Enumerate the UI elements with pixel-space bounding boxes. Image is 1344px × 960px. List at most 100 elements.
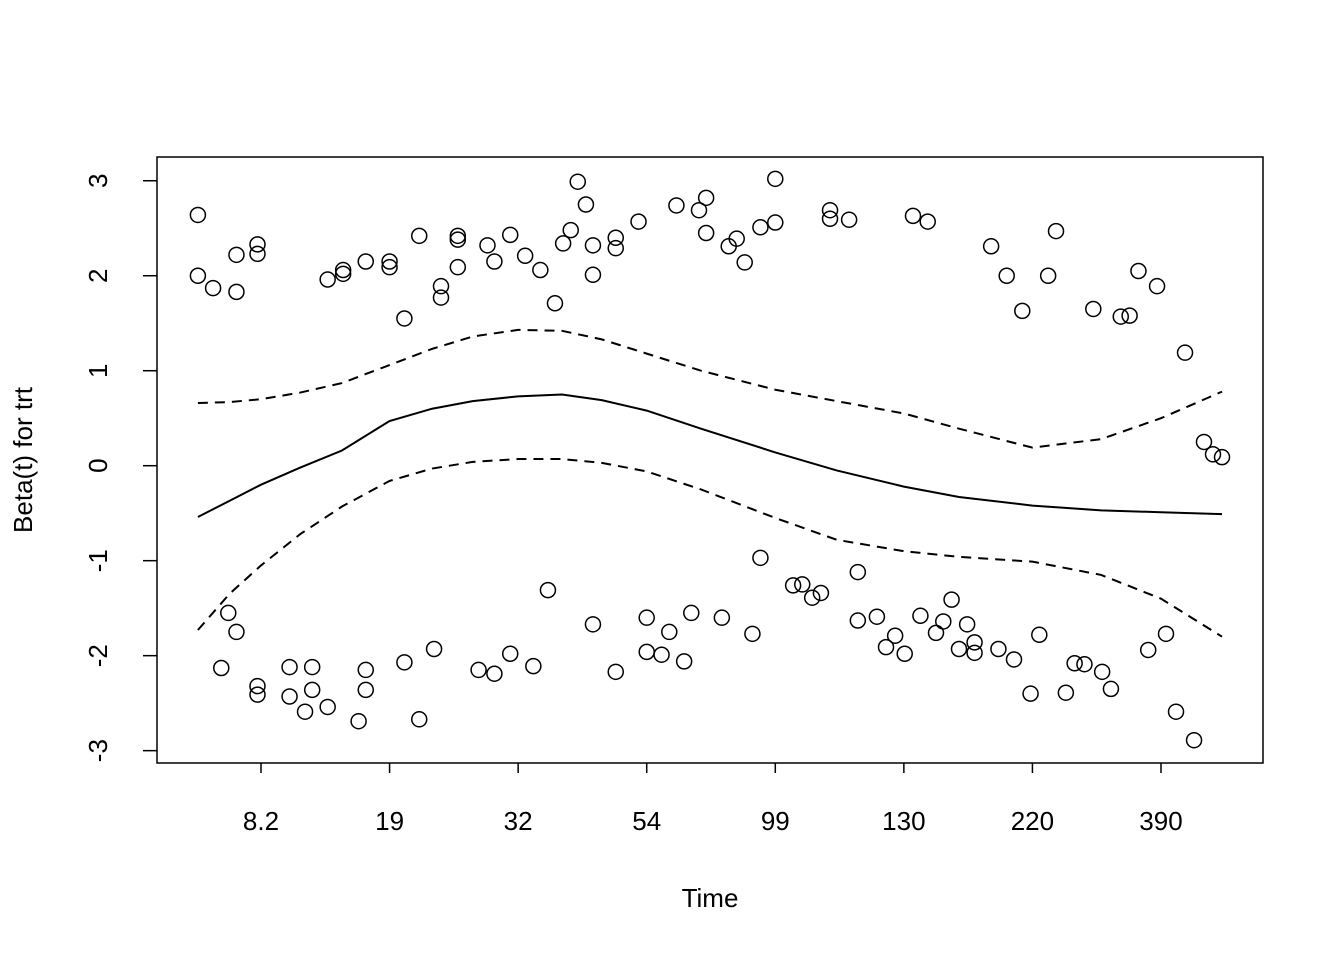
point — [486, 665, 503, 682]
point — [668, 197, 685, 214]
point — [1022, 685, 1039, 702]
point — [607, 229, 624, 246]
point — [1066, 655, 1083, 672]
point — [630, 213, 647, 230]
point — [425, 640, 443, 658]
point — [220, 604, 237, 622]
point — [1176, 344, 1194, 361]
point — [849, 563, 867, 581]
point — [877, 638, 895, 656]
point — [904, 207, 922, 225]
point — [410, 711, 428, 728]
point — [381, 253, 398, 270]
point — [966, 644, 983, 662]
point — [607, 239, 624, 257]
point — [767, 214, 784, 231]
y-tick-label: -1 — [83, 549, 113, 572]
point — [432, 277, 450, 295]
x-tick-label: 220 — [1011, 806, 1054, 836]
y-tick-label: -3 — [83, 739, 113, 762]
point — [958, 616, 976, 633]
point — [661, 623, 678, 641]
point — [249, 245, 266, 263]
point — [868, 608, 886, 625]
point — [1213, 448, 1231, 466]
point — [479, 237, 496, 254]
point — [1085, 300, 1102, 318]
point — [821, 201, 839, 219]
point — [449, 258, 467, 276]
point — [334, 261, 352, 279]
point — [303, 681, 321, 699]
point — [752, 549, 769, 567]
point — [228, 623, 245, 641]
point — [1076, 655, 1093, 673]
point — [767, 170, 784, 188]
point — [189, 206, 207, 224]
point — [249, 677, 266, 695]
x-tick-label: 54 — [632, 806, 661, 836]
point — [1204, 446, 1222, 463]
point — [950, 640, 968, 658]
point — [1195, 433, 1213, 451]
point — [1121, 307, 1138, 324]
y-tick-label: 2 — [83, 268, 113, 282]
point — [1112, 308, 1130, 325]
point — [1102, 680, 1120, 698]
point — [532, 261, 549, 279]
point — [486, 253, 503, 270]
point — [1005, 651, 1023, 668]
y-tick-label: -2 — [83, 644, 113, 667]
point — [849, 612, 867, 629]
point — [350, 712, 367, 730]
point — [584, 266, 602, 284]
point — [840, 211, 858, 228]
point — [584, 237, 602, 254]
point — [803, 589, 821, 606]
point — [281, 658, 298, 676]
point — [607, 663, 624, 681]
point — [449, 231, 467, 248]
point — [577, 196, 595, 213]
point — [982, 238, 1000, 255]
point — [1167, 703, 1185, 720]
point — [784, 577, 802, 594]
point — [919, 213, 936, 230]
point — [812, 584, 830, 602]
point — [935, 613, 952, 630]
point — [638, 643, 655, 661]
point — [1047, 222, 1065, 240]
point — [319, 271, 336, 288]
point — [1148, 277, 1166, 295]
x-tick-label: 32 — [504, 806, 533, 836]
point — [675, 653, 693, 670]
point — [1139, 641, 1157, 659]
point — [525, 657, 542, 675]
point — [204, 279, 222, 297]
point — [357, 681, 375, 699]
point — [927, 624, 945, 642]
point — [432, 289, 450, 306]
point — [653, 646, 670, 663]
point — [449, 227, 467, 245]
point — [736, 254, 753, 271]
point — [501, 645, 519, 663]
point — [697, 189, 715, 207]
point — [228, 283, 245, 301]
x-tick-label: 19 — [375, 806, 404, 836]
point — [319, 698, 336, 716]
point — [966, 634, 983, 651]
fit-line — [197, 393, 1223, 518]
point — [584, 616, 602, 633]
point — [334, 265, 352, 283]
point — [1093, 663, 1111, 681]
x-tick-label: 8.2 — [243, 806, 279, 836]
point — [728, 230, 745, 247]
point — [1039, 267, 1057, 284]
point — [896, 645, 913, 663]
point — [357, 253, 375, 270]
point — [546, 295, 564, 312]
point — [793, 576, 811, 593]
x-tick-label: 99 — [761, 806, 790, 836]
